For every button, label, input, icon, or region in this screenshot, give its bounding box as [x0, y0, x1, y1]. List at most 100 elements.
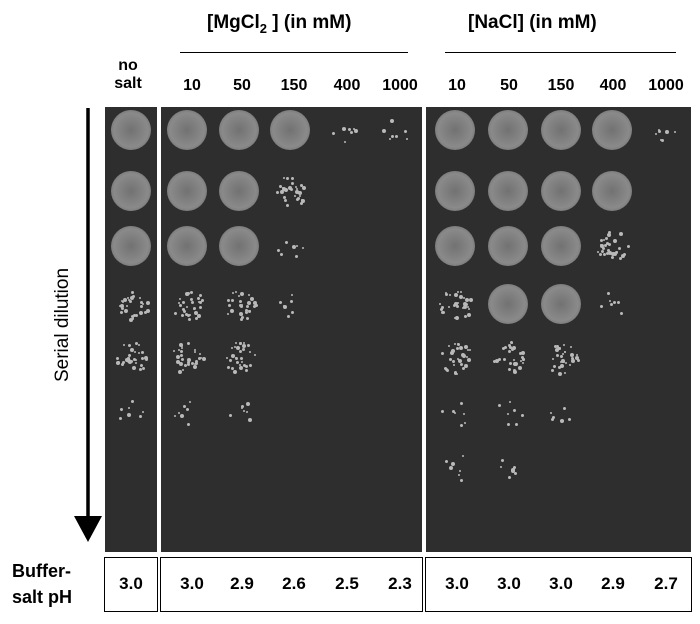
colony-dot — [563, 372, 566, 375]
nacl-col-50: 50 — [500, 77, 518, 94]
colony-dot — [609, 300, 612, 303]
colony-dot — [290, 181, 294, 185]
colony-dot — [180, 413, 185, 418]
colony-dot — [459, 345, 464, 350]
plate-nacl — [426, 107, 691, 552]
colony-dot — [465, 355, 468, 358]
colony-dot — [607, 248, 611, 252]
colony-dot — [441, 409, 445, 413]
colony-dot — [245, 310, 249, 314]
colony-dot — [294, 254, 298, 258]
colony-dot — [186, 292, 190, 296]
colony-dot — [145, 308, 150, 313]
colony-dot — [122, 301, 125, 304]
colony-dot — [120, 299, 123, 302]
colony-dot — [551, 369, 555, 373]
ph-no-salt: 3.0 — [119, 574, 143, 593]
serial-dilution-label: Serial dilution — [52, 267, 73, 383]
colony-dot — [497, 403, 501, 407]
colony-dot — [514, 362, 517, 365]
colony-dot — [191, 300, 195, 304]
colony-dot — [201, 356, 206, 361]
colony-dot — [287, 185, 292, 190]
colony-dot — [467, 307, 470, 310]
colony-dot — [608, 230, 612, 234]
colony-dot — [451, 410, 455, 414]
colony-dot — [463, 421, 466, 424]
colony-dot — [295, 245, 298, 248]
growth-spot — [111, 226, 151, 266]
colony-dot — [560, 419, 565, 424]
colony-dot — [511, 348, 515, 352]
mgcl2-col-50: 50 — [233, 77, 251, 94]
colony-dot — [447, 305, 450, 308]
colony-dot — [226, 356, 229, 359]
colony-dot — [140, 350, 144, 354]
colony-dot — [559, 360, 562, 363]
colony-dot — [674, 130, 677, 133]
colony-dot — [445, 291, 448, 294]
colony-dot — [599, 244, 602, 247]
colony-dot — [137, 352, 140, 354]
colony-dot — [127, 299, 130, 302]
colony-dot — [290, 299, 294, 303]
colony-dot — [130, 291, 134, 295]
colony-dot — [395, 135, 398, 139]
colony-dot — [282, 187, 285, 190]
ph-mgcl2-400: 2.5 — [335, 574, 359, 593]
colony-dot — [132, 317, 135, 320]
growth-spot — [592, 110, 632, 150]
growth-spot — [488, 171, 528, 211]
colony-dot — [507, 422, 511, 426]
colony-dot — [457, 343, 460, 346]
ph-mgcl2-10: 3.0 — [180, 574, 204, 593]
colony-dot — [231, 367, 235, 371]
colony-dot — [448, 294, 451, 297]
colony-dot — [456, 291, 459, 294]
colony-dot — [621, 254, 626, 259]
colony-dot — [250, 296, 255, 301]
colony-dot — [492, 360, 496, 364]
ph-nacl-400: 2.9 — [601, 574, 625, 593]
growth-spot — [488, 110, 528, 150]
colony-dot — [459, 363, 463, 367]
colony-dot — [514, 472, 518, 476]
colony-dot — [188, 313, 191, 316]
colony-dot — [291, 176, 295, 180]
mgcl2-col-1000: 1000 — [382, 77, 418, 94]
colony-dot — [183, 404, 187, 408]
serial-dilution-arrow — [70, 108, 106, 544]
colony-dot — [184, 364, 188, 368]
colony-dot — [554, 347, 559, 352]
colony-dot — [185, 313, 189, 317]
colony-dot — [562, 419, 565, 422]
colony-dot — [610, 255, 614, 259]
colony-dot — [464, 344, 469, 349]
colony-dot — [190, 290, 194, 294]
colony-dot — [468, 298, 473, 303]
colony-dot — [518, 365, 523, 370]
colony-dot — [466, 349, 469, 352]
colony-dot — [134, 313, 138, 317]
colony-dot — [121, 360, 125, 364]
growth-spot — [541, 171, 581, 211]
colony-dot — [468, 349, 471, 352]
colony-dot — [461, 307, 464, 310]
colony-dot — [240, 360, 243, 363]
colony-dot — [283, 177, 286, 180]
colony-dot — [460, 478, 464, 482]
growth-spot — [488, 284, 528, 324]
colony-dot — [283, 188, 288, 193]
mgcl2-header: [MgCl2 ] (in mM) — [207, 12, 352, 36]
colony-dot — [131, 314, 135, 318]
colony-dot — [463, 413, 466, 415]
colony-dot — [126, 305, 129, 308]
colony-dot — [134, 342, 138, 346]
colony-dot — [552, 365, 556, 369]
colony-dot — [290, 188, 294, 192]
colony-dot — [508, 367, 512, 371]
colony-dot — [618, 231, 623, 236]
colony-dot — [381, 128, 386, 133]
colony-dot — [508, 476, 512, 480]
colony-dot — [245, 316, 249, 320]
